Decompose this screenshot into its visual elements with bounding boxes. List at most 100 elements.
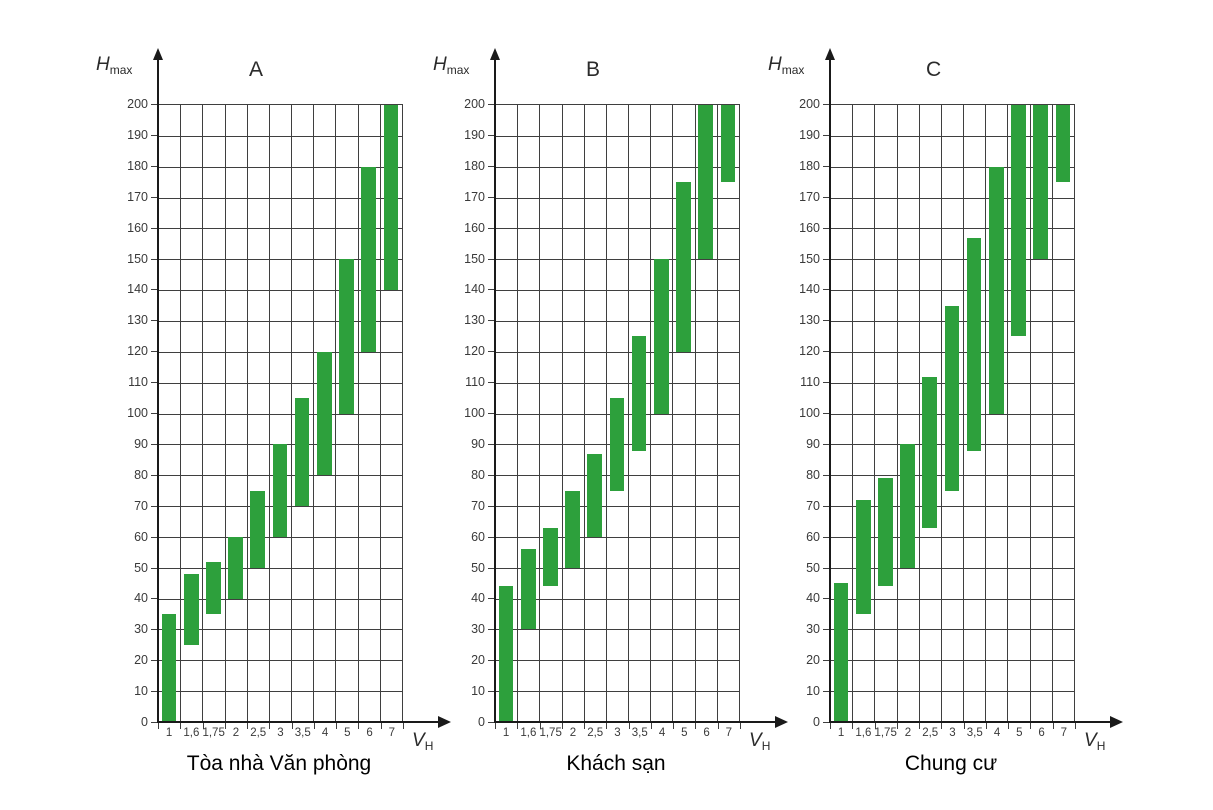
grid-line-horizontal (495, 536, 739, 538)
grid-line-horizontal (495, 567, 739, 569)
y-tick-label-190: 190 (127, 127, 148, 142)
y-tick-mark (823, 382, 829, 384)
range-bar-3,5 (631, 336, 647, 451)
y-tick-mark (151, 104, 157, 105)
x-tick-mark (1075, 723, 1076, 729)
y-axis-label-sub: max (109, 63, 133, 77)
grid-line-horizontal (158, 660, 402, 662)
y-tick-label-110: 110 (128, 375, 148, 390)
y-tick-mark (151, 413, 157, 414)
grid-line-horizontal (495, 197, 739, 199)
y-tick-mark (151, 289, 157, 291)
x-tick-label-5: 5 (344, 727, 351, 739)
x-tick-mark (628, 723, 630, 729)
chart-title: Tòa nhà Văn phòng (186, 752, 372, 775)
y-tick-mark (488, 104, 494, 105)
grid-line-horizontal (830, 197, 1074, 199)
y-tick-mark (488, 474, 494, 476)
y-axis-label-sub: max (446, 63, 470, 77)
y-tick-label-10: 10 (806, 684, 820, 699)
grid-line-horizontal (495, 135, 739, 137)
x-tick-mark (1030, 723, 1032, 729)
y-tick-label-40: 40 (471, 591, 485, 606)
x-axis-label-sub: H (424, 739, 434, 753)
panel-letter: A (249, 58, 264, 81)
y-tick-mark (488, 413, 494, 414)
x-tick-mark (358, 723, 360, 729)
grid-line-horizontal (158, 598, 402, 600)
range-bar-1 (833, 583, 849, 722)
grid-line-horizontal (158, 629, 402, 631)
y-tick-label-80: 80 (806, 467, 820, 482)
y-tick-label-140: 140 (799, 282, 820, 297)
x-tick-label-4: 4 (993, 727, 1001, 739)
y-tick-mark (488, 536, 494, 538)
x-tick-label-1: 1 (502, 727, 510, 739)
x-tick-label-6: 6 (703, 727, 710, 739)
y-tick-label-190: 190 (799, 127, 820, 142)
grid-line-horizontal (495, 691, 739, 693)
y-tick-mark (823, 536, 829, 538)
x-tick-mark (1052, 723, 1054, 729)
range-bar-1 (161, 614, 177, 722)
x-tick-label-3,5: 3,5 (294, 727, 311, 739)
y-tick-label-80: 80 (134, 467, 148, 482)
x-tick-label-1,6: 1,6 (520, 727, 537, 739)
y-tick-mark (823, 474, 829, 476)
grid-line-horizontal (158, 290, 402, 292)
grid-line-horizontal (495, 629, 739, 631)
x-axis-label-main: V (749, 730, 762, 751)
x-axis-arrow-icon (438, 716, 451, 728)
x-tick-label-1,6: 1,6 (855, 727, 872, 739)
x-tick-mark (336, 723, 338, 729)
grid-line-horizontal (495, 166, 739, 168)
y-tick-mark (151, 598, 157, 600)
grid-line-horizontal (158, 197, 402, 199)
grid-line-horizontal (158, 536, 402, 538)
y-tick-label-180: 180 (127, 158, 148, 173)
x-tick-mark (941, 723, 943, 729)
range-bar-2 (228, 536, 243, 599)
range-bar-2 (565, 490, 580, 568)
range-bar-6 (698, 105, 714, 260)
range-bar-7 (720, 105, 736, 183)
range-bar-2,5 (250, 490, 266, 568)
x-tick-label-7: 7 (725, 727, 733, 739)
range-bar-6 (1033, 105, 1049, 260)
grid-line-horizontal (495, 660, 739, 662)
y-tick-label-10: 10 (471, 684, 485, 699)
grid-line-horizontal (830, 259, 1074, 261)
y-tick-label-50: 50 (806, 560, 820, 575)
grid-line-horizontal (830, 567, 1074, 569)
y-tick-label-60: 60 (806, 529, 820, 544)
x-tick-label-2: 2 (569, 727, 577, 739)
y-axis-label-main: H (768, 54, 782, 75)
y-tick-mark (488, 722, 494, 723)
y-tick-mark (151, 196, 157, 198)
range-bar-2,5 (922, 376, 938, 528)
y-tick-mark (488, 196, 494, 198)
y-tick-mark (488, 351, 494, 353)
x-tick-label-3,5: 3,5 (631, 727, 648, 739)
plot-area (495, 104, 740, 722)
range-bar-7 (383, 105, 399, 291)
chart-title: Chung cư (904, 752, 998, 775)
y-axis-line (157, 58, 159, 723)
x-tick-mark (517, 723, 519, 729)
grid-line-horizontal (830, 290, 1074, 292)
y-tick-label-160: 160 (799, 220, 820, 235)
range-bar-4 (317, 351, 332, 476)
x-tick-label-3,5: 3,5 (966, 727, 983, 739)
y-tick-mark (488, 258, 494, 260)
range-bar-1,75 (878, 478, 893, 587)
y-axis-label-sub: max (781, 63, 805, 77)
y-tick-label-130: 130 (464, 313, 485, 328)
x-tick-label-4: 4 (658, 727, 666, 739)
x-tick-label-7: 7 (388, 727, 396, 739)
y-axis-label: Hmax (96, 54, 132, 77)
grid-line-horizontal (495, 382, 739, 384)
x-tick-label-1,75: 1,75 (539, 727, 562, 739)
grid-line-horizontal (830, 536, 1074, 538)
y-tick-label-50: 50 (471, 560, 485, 575)
grid-line-horizontal (830, 506, 1074, 508)
